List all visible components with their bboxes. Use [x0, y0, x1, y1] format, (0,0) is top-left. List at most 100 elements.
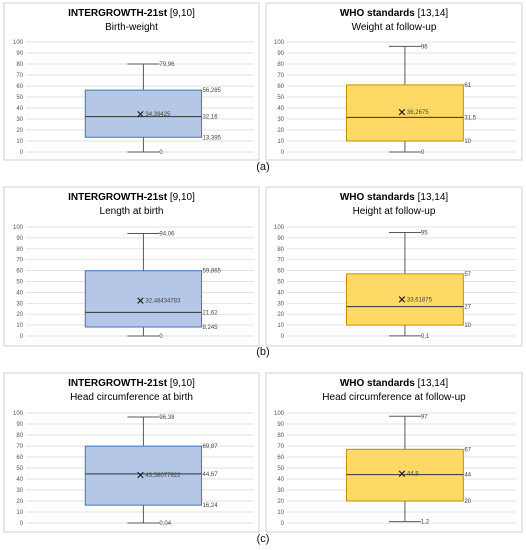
y-tick-label: 20: [16, 499, 23, 505]
median-label: 27: [464, 305, 471, 311]
chart-title: INTERGROWTH-21st [9,10]: [68, 378, 195, 389]
y-tick-label: 10: [16, 323, 23, 329]
chart-subtitle: Height at follow-up: [353, 206, 436, 217]
chart-panel: INTERGROWTH-21st [9,10]Length at birth01…: [3, 186, 260, 347]
y-tick-label: 0: [281, 334, 285, 340]
y-tick-label: 90: [277, 51, 284, 57]
y-tick-label: 40: [277, 477, 284, 483]
chart-title-bold: WHO standards: [340, 378, 415, 389]
y-tick-label: 100: [274, 40, 285, 46]
y-tick-label: 50: [16, 466, 23, 472]
chart-title-ref: [13,14]: [415, 378, 449, 389]
chart-title-bold: INTERGROWTH-21st: [68, 8, 168, 19]
y-tick-label: 30: [277, 488, 284, 494]
y-tick-label: 80: [16, 247, 23, 253]
y-tick-label: 20: [277, 128, 284, 134]
y-tick-label: 50: [277, 280, 284, 286]
q1-label: 8,245: [203, 325, 219, 331]
q3-label: 56,285: [203, 88, 222, 94]
chart-title-ref: [9,10]: [167, 8, 195, 19]
median-label: 21,62: [203, 310, 219, 316]
chart-title-ref: [13,14]: [415, 8, 449, 19]
y-tick-label: 60: [16, 455, 23, 461]
y-tick-label: 100: [13, 40, 24, 46]
y-tick-label: 70: [16, 73, 23, 79]
y-tick-label: 90: [277, 422, 284, 428]
y-tick-label: 90: [16, 236, 23, 242]
y-tick-label: 0: [20, 334, 24, 340]
q3-label: 61: [464, 83, 471, 89]
y-tick-label: 100: [274, 225, 285, 231]
chart-title-bold: INTERGROWTH-21st: [68, 378, 168, 389]
y-tick-label: 70: [277, 444, 284, 450]
y-tick-label: 10: [16, 510, 23, 516]
y-tick-label: 10: [16, 139, 23, 145]
median-label: 31,5: [464, 115, 476, 121]
chart-title: WHO standards [13,14]: [340, 192, 449, 203]
iqr-box: [346, 448, 464, 502]
iqr-box: [346, 273, 464, 326]
y-tick-label: 80: [16, 433, 23, 439]
y-tick-label: 100: [13, 225, 24, 231]
y-tick-label: 20: [277, 499, 284, 505]
max-label: 96: [421, 44, 428, 50]
min-label: 0,04: [159, 521, 171, 527]
max-label: 79,96: [159, 62, 175, 68]
q3-label: 57: [464, 272, 471, 278]
y-tick-label: 0: [20, 521, 24, 527]
chart-subtitle: Weight at follow-up: [352, 22, 437, 33]
y-tick-label: 100: [13, 411, 24, 417]
y-tick-label: 20: [16, 312, 23, 318]
max-label: 94,06: [159, 231, 175, 237]
y-tick-label: 40: [16, 106, 23, 112]
chart-panel: WHO standards [13,14] Height at follow-up…: [265, 186, 523, 347]
y-tick-label: 40: [16, 477, 23, 483]
iqr-box: [84, 445, 203, 506]
y-tick-label: 90: [16, 51, 23, 57]
y-tick-label: 30: [16, 301, 23, 307]
min-label: 1,2: [421, 520, 430, 526]
mean-marker: [137, 297, 144, 304]
y-tick-label: 90: [16, 422, 23, 428]
mean-label: 43,58077922: [145, 473, 181, 479]
chart-subtitle: Head circumference at follow-up: [322, 392, 466, 403]
iqr-box: [84, 270, 203, 328]
y-tick-label: 70: [16, 258, 23, 264]
y-tick-label: 100: [274, 411, 285, 417]
chart-title-ref: [9,10]: [167, 378, 195, 389]
max-label: 95: [421, 230, 428, 236]
y-tick-label: 50: [16, 280, 23, 286]
q1-label: 20: [464, 499, 471, 505]
y-tick-label: 50: [277, 466, 284, 472]
q1-label: 16,24: [203, 503, 219, 509]
y-tick-label: 30: [16, 488, 23, 494]
mean-label: 34,39425: [145, 112, 171, 118]
min-label: 0: [159, 334, 163, 340]
y-tick-label: 50: [277, 95, 284, 101]
chart-panel: WHO standards [13,14] Head circumference …: [265, 372, 523, 533]
panel-label: (c): [257, 533, 270, 545]
chart-title: WHO standards [13,14]: [340, 378, 449, 389]
y-tick-label: 10: [277, 323, 284, 329]
y-tick-label: 20: [16, 128, 23, 134]
y-tick-label: 0: [281, 150, 285, 156]
q1-label: 10: [464, 139, 471, 145]
q3-label: 67: [464, 447, 471, 453]
q3-label: 69,87: [203, 444, 219, 450]
mean-marker: [398, 108, 406, 116]
y-tick-label: 30: [277, 117, 284, 123]
chart-title-bold: WHO standards: [340, 8, 415, 19]
y-tick-label: 70: [277, 73, 284, 79]
mean-marker: [398, 296, 406, 303]
y-tick-label: 40: [16, 290, 23, 296]
max-label: 97: [421, 414, 428, 420]
y-tick-label: 10: [277, 139, 284, 145]
iqr-box: [346, 84, 464, 142]
y-tick-label: 70: [16, 444, 23, 450]
panel-label: (b): [256, 346, 269, 358]
chart-title-bold: WHO standards: [340, 192, 415, 203]
chart-title-bold: INTERGROWTH-21st: [68, 192, 168, 203]
min-label: 0: [421, 150, 425, 156]
chart-title-ref: [9,10]: [167, 192, 195, 203]
